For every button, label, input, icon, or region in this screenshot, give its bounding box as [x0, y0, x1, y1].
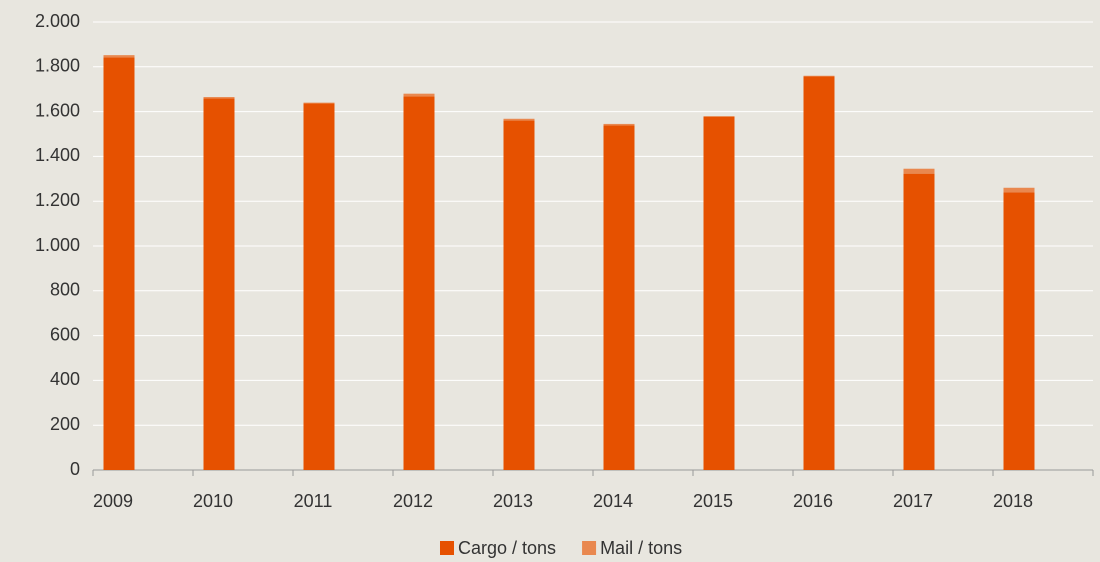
y-tick-label: 800 — [50, 280, 80, 300]
y-tick-label: 200 — [50, 414, 80, 434]
bar-segment — [1003, 187, 1035, 193]
bar-segment — [803, 76, 835, 470]
y-tick-label: 1.600 — [35, 100, 80, 120]
y-tick-label: 1.200 — [35, 190, 80, 210]
x-tick-label: 2011 — [294, 491, 333, 511]
bar-segment — [103, 55, 135, 58]
bar-segment — [1003, 192, 1035, 471]
y-tick-label: 1.800 — [35, 56, 80, 76]
legend-swatch — [440, 541, 454, 555]
x-tick-label: 2010 — [193, 491, 233, 511]
bar-segment — [503, 120, 535, 470]
y-tick-label: 600 — [50, 324, 80, 344]
bar-segment — [703, 116, 735, 117]
x-tick-label: 2018 — [993, 491, 1033, 511]
legend-label: Cargo / tons — [458, 538, 556, 558]
y-tick-label: 1.000 — [35, 235, 80, 255]
bar-segment — [903, 173, 935, 470]
x-tick-label: 2015 — [693, 491, 733, 511]
x-tick-label: 2017 — [893, 491, 933, 511]
bar-segment — [403, 96, 435, 471]
bar-segment — [203, 98, 235, 470]
bar-segment — [303, 102, 335, 104]
bar-segment — [603, 123, 635, 126]
legend-swatch — [582, 541, 597, 555]
bar-segment — [403, 93, 435, 97]
y-tick-label: 0 — [70, 459, 80, 479]
bar-segment — [903, 168, 935, 174]
bar-segment — [703, 116, 735, 470]
bar-segment — [503, 118, 535, 121]
x-tick-label: 2014 — [593, 491, 633, 511]
bar-segment — [803, 75, 835, 77]
y-tick-label: 1.400 — [35, 145, 80, 165]
bar-segment — [603, 125, 635, 470]
x-tick-label: 2013 — [493, 491, 533, 511]
x-tick-label: 2009 — [93, 491, 133, 511]
y-tick-label: 2.000 — [35, 11, 80, 31]
bar-segment — [303, 103, 335, 470]
legend-label: Mail / tons — [600, 538, 682, 558]
bar-segment — [203, 97, 235, 99]
y-tick-label: 400 — [50, 369, 80, 389]
x-tick-label: 2016 — [793, 491, 833, 511]
bar-segment — [103, 57, 135, 470]
x-tick-label: 2012 — [393, 491, 433, 511]
